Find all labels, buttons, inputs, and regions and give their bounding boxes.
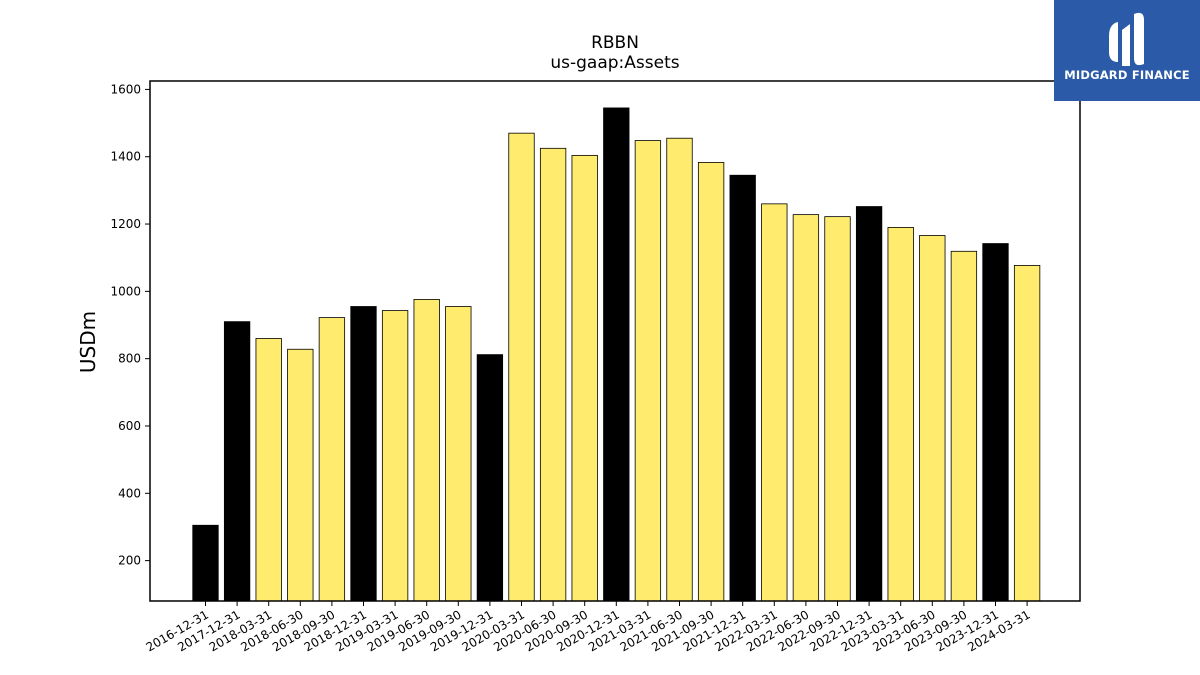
bar (792, 214, 820, 602)
bar (381, 310, 409, 602)
y-axis-label: USDm (76, 311, 100, 373)
bar (729, 174, 756, 602)
bar (855, 206, 883, 602)
bar (287, 348, 314, 602)
bar (887, 227, 914, 602)
bar (950, 250, 978, 602)
bar (255, 338, 282, 602)
y-tick-label: 1600 (110, 82, 141, 96)
bar (1013, 265, 1041, 602)
bar (919, 235, 946, 602)
bar (666, 137, 693, 602)
logo-icon (1109, 12, 1144, 66)
logo-text: MIDGARD FINANCE (1064, 68, 1190, 82)
bar (350, 306, 377, 602)
bar (318, 317, 346, 602)
bar (445, 306, 472, 602)
bar (476, 354, 504, 602)
y-tick-label: 1400 (110, 150, 141, 164)
chart-subtitle: us-gaap:Assets (550, 53, 679, 73)
y-tick-label: 1000 (110, 284, 141, 298)
y-tick-label: 1200 (110, 217, 141, 231)
bar (824, 216, 851, 602)
y-tick-label: 200 (118, 554, 141, 568)
y-tick-label: 600 (118, 419, 141, 433)
bar (634, 140, 662, 602)
bar (413, 299, 440, 602)
y-tick-label: 400 (118, 486, 141, 500)
brand-logo: MIDGARD FINANCE (1054, 0, 1200, 101)
bar (192, 524, 219, 602)
bar (603, 107, 630, 602)
bar (571, 154, 598, 602)
bar (223, 321, 251, 602)
bar (508, 132, 535, 602)
bar (982, 243, 1009, 602)
plot-frame (149, 80, 1081, 602)
bar (539, 147, 567, 602)
chart-title: RBBN (591, 33, 639, 53)
bar (697, 162, 725, 602)
y-tick-label: 800 (118, 352, 141, 366)
bar (761, 203, 788, 602)
